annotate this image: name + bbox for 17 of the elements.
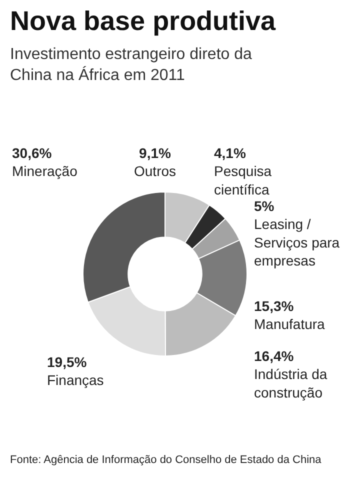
slice-label: Mineração	[12, 163, 78, 180]
slice-label: Indústria da construção	[254, 366, 328, 400]
slice-label: Outros	[134, 163, 176, 180]
chart-subtitle: Investimento estrangeiro direto da China na África em 2011	[10, 46, 252, 84]
data-label: 4,1%	[214, 145, 246, 161]
slice-label: Finanças	[47, 372, 104, 388]
source-note: Fonte: Agência de Informação do Conselho de Estado da China	[10, 454, 322, 466]
data-label: 15,3%	[254, 298, 294, 314]
data-label: 9,1%	[139, 145, 172, 161]
data-label: 19,5%	[47, 354, 88, 370]
data-label: 5%	[254, 198, 275, 214]
slice-label: Pesquisa científica	[214, 163, 272, 198]
slice-label: Leasing / Serviços para empresas	[254, 216, 340, 269]
data-label: 16,4%	[254, 348, 294, 364]
chart-title: Nova base produtiva	[10, 6, 277, 36]
slice-label: Manufatura	[254, 316, 326, 332]
data-label: 30,6%	[12, 145, 52, 161]
